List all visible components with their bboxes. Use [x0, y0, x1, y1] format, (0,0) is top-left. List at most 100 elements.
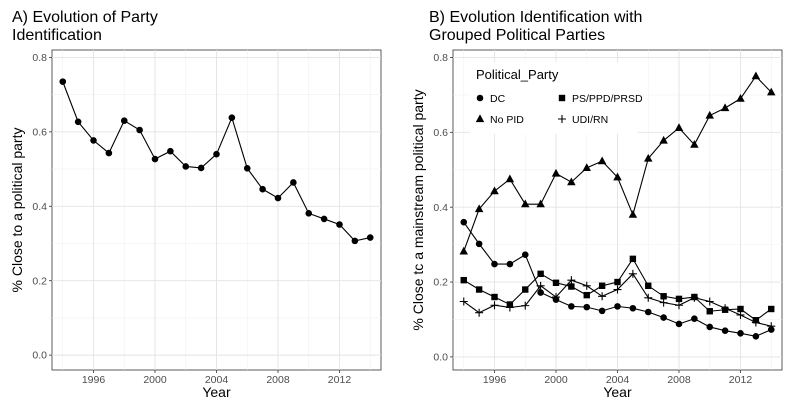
data-point	[505, 303, 514, 312]
data-point	[551, 168, 561, 177]
data-point	[105, 149, 113, 157]
data-point	[737, 330, 744, 337]
data-point	[645, 282, 652, 289]
data-point	[460, 276, 467, 284]
panel-a-series	[59, 78, 374, 245]
data-point	[751, 71, 761, 80]
data-point	[659, 135, 668, 144]
data-point	[659, 298, 668, 307]
legend-label: UDI/RN	[572, 114, 608, 126]
data-point	[706, 308, 713, 315]
y-tick-label: 0.6	[433, 127, 448, 139]
data-point	[537, 270, 544, 278]
data-point	[767, 322, 776, 331]
data-point	[706, 323, 714, 331]
data-point	[475, 286, 483, 293]
series-no-pid	[459, 71, 776, 255]
data-point	[491, 293, 498, 301]
data-point	[720, 103, 730, 112]
panel-a-title-line-1: A) Evolution of Party	[12, 9, 158, 26]
panel-b-title-line-2: Grouped Political Parties	[429, 27, 605, 44]
panel-b-legend: Political_Party DC PS/PPD/PRSD No PID UDI/R…	[470, 62, 643, 134]
panel-b-series	[459, 71, 776, 340]
legend-label: No PID	[490, 114, 524, 126]
data-point	[583, 303, 591, 311]
legend-entry-udi-rn: UDI/RN	[558, 114, 608, 126]
data-point	[644, 153, 653, 162]
data-point	[598, 307, 606, 315]
data-point	[736, 94, 745, 102]
data-point	[259, 185, 266, 193]
panel-a-grid	[52, 50, 381, 370]
data-point	[213, 150, 220, 158]
data-point	[151, 155, 159, 163]
data-point	[598, 282, 606, 289]
panel-b-title-line-1: B) Evolution Identification with	[429, 9, 642, 26]
data-point	[290, 179, 297, 186]
legend-entry-dc: DC	[476, 93, 506, 105]
x-tick-label: 1996	[82, 374, 106, 386]
data-point	[721, 327, 729, 335]
y-tick-label: 0.0	[433, 352, 448, 364]
data-point	[568, 283, 575, 290]
data-point	[167, 147, 174, 155]
x-tick-label: 2004	[606, 374, 630, 386]
data-point	[521, 251, 529, 259]
data-point	[505, 174, 515, 183]
data-point	[660, 293, 667, 300]
x-tick-label: 2008	[667, 374, 691, 386]
y-tick-label: 0.0	[32, 350, 47, 362]
data-point	[614, 303, 621, 310]
data-point	[228, 114, 236, 122]
legend-marker	[475, 114, 485, 123]
data-point	[766, 87, 776, 96]
y-tick-label: 0.8	[433, 52, 448, 64]
legend-entries: DC PS/PPD/PRSD No PID UDI/RN	[475, 93, 643, 126]
data-point	[74, 118, 82, 126]
data-point	[660, 314, 667, 321]
data-point	[474, 204, 484, 213]
data-point	[629, 304, 637, 312]
panel-b-x-axis-title: Year	[603, 384, 632, 400]
data-point	[90, 137, 97, 144]
data-point	[522, 286, 529, 293]
data-point	[305, 210, 313, 217]
y-tick-label: 0.2	[433, 277, 448, 289]
data-point	[675, 295, 683, 303]
data-point	[567, 177, 576, 186]
legend-marker	[558, 94, 566, 102]
data-point	[537, 289, 544, 296]
data-point	[768, 305, 775, 313]
data-point	[366, 234, 374, 241]
data-point	[490, 301, 499, 310]
data-point	[613, 172, 622, 181]
y-tick-label: 0.8	[32, 52, 47, 64]
panel-b-ticks: 0.0 0.2 0.4 0.6 0.8 1996 2000 2004 2008 2012	[433, 52, 752, 386]
data-point	[182, 163, 190, 170]
data-point	[351, 237, 359, 245]
x-tick-label: 2008	[266, 374, 290, 386]
series-udi-rn	[459, 269, 776, 331]
data-point	[136, 126, 143, 134]
data-point	[598, 292, 607, 301]
legend-entry-ps-ppd-prsd: PS/PPD/PRSD	[558, 93, 643, 105]
data-point	[490, 186, 499, 195]
data-point	[506, 260, 514, 268]
data-point	[460, 218, 468, 226]
data-point	[536, 281, 545, 290]
panel-a-ticks: 0.0 0.2 0.4 0.6 0.8 1996 2000 2004 2008 2012	[32, 52, 351, 386]
data-point	[197, 164, 205, 172]
data-point	[336, 221, 343, 228]
data-point	[737, 305, 744, 313]
legend-marker	[476, 94, 484, 102]
data-point	[274, 194, 282, 202]
data-point	[475, 240, 483, 248]
legend-marker	[558, 115, 566, 123]
series-dc	[460, 218, 775, 340]
data-point	[582, 163, 591, 171]
x-tick-label: 2004	[205, 374, 229, 386]
data-point	[59, 78, 67, 85]
data-point	[690, 293, 699, 302]
data-point	[674, 301, 683, 310]
